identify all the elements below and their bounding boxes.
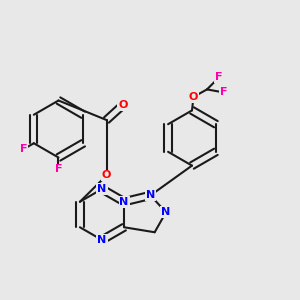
Text: N: N <box>98 184 106 194</box>
Text: F: F <box>220 87 227 98</box>
Text: F: F <box>20 144 27 154</box>
Text: O: O <box>102 170 111 181</box>
Text: N: N <box>161 207 171 217</box>
Text: O: O <box>118 100 128 110</box>
Text: F: F <box>55 164 62 175</box>
Text: F: F <box>215 72 223 82</box>
Text: O: O <box>189 92 198 102</box>
Text: N: N <box>146 190 155 200</box>
Text: N: N <box>119 197 129 207</box>
Text: N: N <box>98 235 106 245</box>
